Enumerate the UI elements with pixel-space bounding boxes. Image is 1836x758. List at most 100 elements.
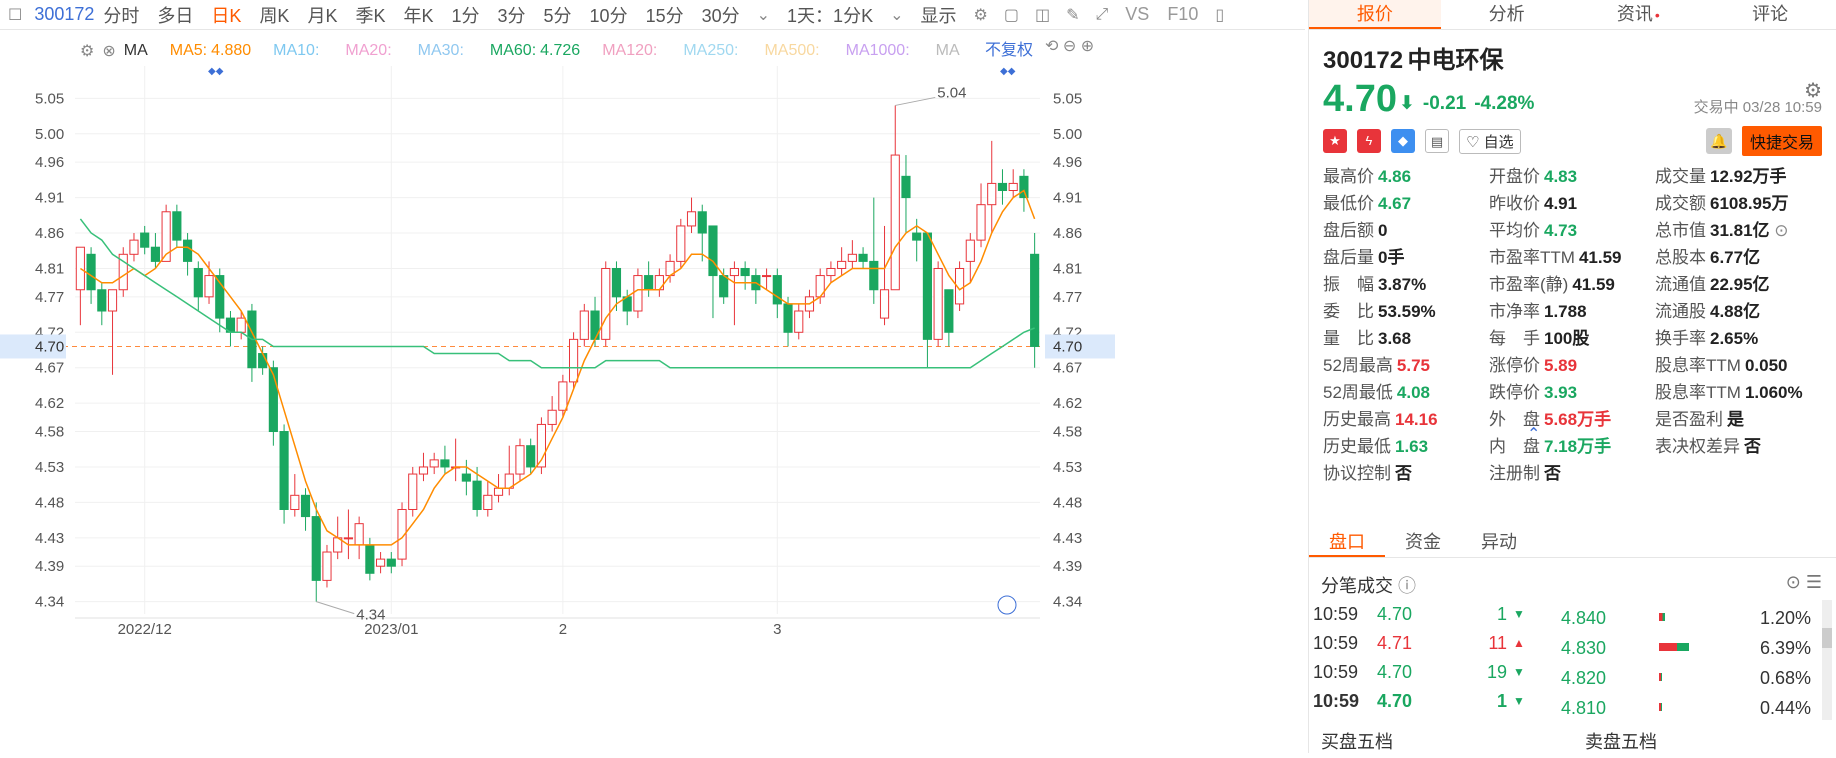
candle-body[interactable]: [440, 459, 450, 468]
candle-body[interactable]: [172, 211, 182, 241]
candle-body[interactable]: [183, 239, 193, 262]
period-tab[interactable]: 月K: [307, 5, 338, 26]
quick-trade-button[interactable]: 快捷交易: [1741, 126, 1822, 156]
candle-body[interactable]: [558, 381, 568, 411]
candle-body[interactable]: [365, 544, 375, 574]
candle-body[interactable]: [740, 267, 750, 277]
ma-item[interactable]: MA20:: [345, 42, 395, 60]
candle-body[interactable]: [461, 473, 471, 482]
candle-body[interactable]: [697, 211, 707, 234]
info-icon[interactable]: ⊙: [1769, 221, 1789, 240]
sidebar-toggle-icon[interactable]: ☐: [8, 6, 23, 24]
period-tab[interactable]: 10分: [589, 5, 628, 26]
candle-body[interactable]: [483, 494, 493, 510]
panel-tab[interactable]: 盘口: [1309, 528, 1385, 557]
candle-body[interactable]: [376, 558, 386, 567]
candle-body[interactable]: [772, 275, 782, 305]
candle-body[interactable]: [397, 508, 407, 560]
kline-svg[interactable]: 5.05 5.05 5.00 5.00 4.96 4.96 4.91 4.91 4.86 4.86…: [0, 66, 1305, 753]
candle-body[interactable]: [140, 232, 150, 248]
ma-item[interactable]: MA1000:: [846, 42, 914, 60]
candle-body[interactable]: [794, 310, 804, 333]
fullscreen-icon[interactable]: ⤢: [1095, 5, 1109, 23]
collapse-icon[interactable]: ⌃: [1527, 426, 1541, 443]
candle-body[interactable]: [890, 154, 900, 291]
candle-body[interactable]: [268, 367, 278, 433]
zoom-controls[interactable]: ⟲ ⊖ ⊕: [1045, 38, 1095, 55]
period-tab[interactable]: 季K: [355, 5, 386, 26]
candle-body[interactable]: [997, 182, 1008, 192]
lightning-icon[interactable]: ϟ: [1357, 129, 1381, 153]
candle-body[interactable]: [601, 267, 611, 340]
period-tab[interactable]: 日K: [211, 5, 242, 26]
display-button[interactable]: 显示: [920, 5, 957, 26]
candle-body[interactable]: [86, 253, 96, 291]
candle-body[interactable]: [762, 275, 772, 278]
ma-item[interactable]: MA5: 4.880: [170, 42, 251, 60]
candle-body[interactable]: [97, 289, 107, 312]
pen-icon[interactable]: ✎: [1066, 6, 1080, 24]
close-icon[interactable]: ⊗: [102, 43, 116, 60]
ma-item[interactable]: MA250:: [683, 42, 742, 60]
period-tab[interactable]: 30分: [701, 5, 740, 26]
candle-body[interactable]: [107, 289, 118, 312]
candle-body[interactable]: [429, 459, 439, 468]
candle-body[interactable]: [215, 275, 225, 319]
candle-body[interactable]: [343, 537, 353, 540]
range-select[interactable]: 1天：1分K: [787, 5, 874, 26]
candle-body[interactable]: [300, 494, 311, 518]
vs-button[interactable]: VS: [1125, 4, 1150, 24]
candle-body[interactable]: [912, 232, 922, 241]
panel-tab[interactable]: 资金: [1405, 532, 1441, 552]
ma-item[interactable]: MA120:: [602, 42, 661, 60]
candle-body[interactable]: [408, 473, 418, 510]
candle-body[interactable]: [708, 225, 718, 277]
chevron-down-icon[interactable]: ⌄: [890, 6, 904, 24]
period-tab[interactable]: 1分: [451, 5, 480, 26]
candle-body[interactable]: [847, 253, 857, 262]
period-tab[interactable]: 年K: [403, 5, 434, 26]
period-tab[interactable]: 5分: [543, 5, 572, 26]
bell-icon[interactable]: 🔔: [1705, 128, 1732, 154]
settings-icon[interactable]: ⚙: [1804, 80, 1822, 102]
candle-body[interactable]: [858, 253, 868, 262]
settings-icon[interactable]: ⚙: [973, 6, 988, 24]
candle-body[interactable]: [719, 275, 729, 298]
chevron-down-icon[interactable]: ⌄: [756, 6, 771, 24]
ma-item[interactable]: MA30:: [418, 42, 468, 60]
candle-body[interactable]: [204, 275, 214, 298]
info-icon[interactable]: ⓘ: [1398, 576, 1417, 596]
candle-body[interactable]: [729, 267, 739, 277]
candle-body[interactable]: [901, 175, 911, 199]
candle-body[interactable]: [354, 523, 364, 546]
period-tab[interactable]: 分时: [103, 5, 140, 26]
candle-body[interactable]: [1019, 175, 1029, 199]
f10-button[interactable]: F10: [1167, 4, 1199, 24]
candle-body[interactable]: [944, 289, 954, 333]
candle-body[interactable]: [922, 232, 932, 340]
candle-body[interactable]: [633, 275, 643, 312]
candle-body[interactable]: [837, 260, 847, 269]
candle-body[interactable]: [569, 338, 579, 383]
candle-body[interactable]: [579, 310, 589, 340]
quote-tab[interactable]: 评论: [1752, 4, 1789, 24]
candle-body[interactable]: [644, 275, 654, 291]
period-tab[interactable]: 多日: [157, 5, 194, 26]
tag-icon[interactable]: ◆: [1391, 129, 1415, 153]
candle-body[interactable]: [515, 445, 525, 475]
candle-body[interactable]: [193, 267, 203, 298]
watchlist-button[interactable]: ♡ 自选: [1459, 128, 1521, 154]
candle-body[interactable]: [236, 317, 246, 333]
candle-body[interactable]: [654, 275, 664, 291]
candle-body[interactable]: [493, 487, 504, 496]
panel-tab[interactable]: 异动: [1481, 532, 1517, 552]
candle-body[interactable]: [118, 253, 128, 291]
candle-body[interactable]: [386, 558, 396, 567]
ma-item[interactable]: MA500:: [764, 42, 823, 60]
expand-icon[interactable]: [997, 595, 1017, 615]
bookmark-icon[interactable]: ▤: [1425, 129, 1449, 153]
camera-icon[interactable]: ◫: [1034, 6, 1051, 24]
period-tab[interactable]: 15分: [645, 5, 684, 26]
quote-tab[interactable]: 分析: [1488, 4, 1525, 24]
period-tab[interactable]: 3分: [497, 5, 526, 26]
